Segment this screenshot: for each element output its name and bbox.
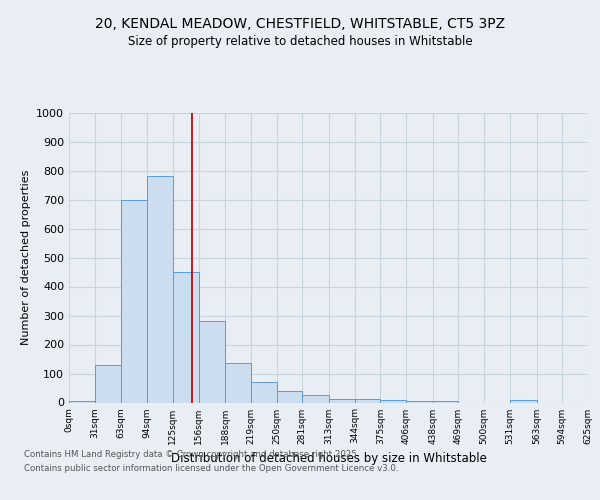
- Text: 20, KENDAL MEADOW, CHESTFIELD, WHITSTABLE, CT5 3PZ: 20, KENDAL MEADOW, CHESTFIELD, WHITSTABL…: [95, 18, 505, 32]
- Bar: [510, 400, 536, 402]
- X-axis label: Distribution of detached houses by size in Whitstable: Distribution of detached houses by size …: [170, 452, 487, 465]
- Bar: [173, 272, 199, 402]
- Bar: [69, 401, 95, 402]
- Bar: [251, 382, 277, 402]
- Y-axis label: Number of detached properties: Number of detached properties: [20, 170, 31, 345]
- Text: Size of property relative to detached houses in Whitstable: Size of property relative to detached ho…: [128, 35, 472, 48]
- Bar: [95, 365, 121, 403]
- Bar: [406, 401, 433, 402]
- Bar: [225, 364, 251, 403]
- Bar: [277, 391, 302, 402]
- Text: Contains public sector information licensed under the Open Government Licence v3: Contains public sector information licen…: [24, 464, 398, 473]
- Bar: [380, 400, 406, 402]
- Bar: [302, 395, 329, 402]
- Bar: [433, 401, 458, 402]
- Bar: [147, 176, 173, 402]
- Bar: [329, 399, 355, 402]
- Bar: [355, 399, 380, 402]
- Text: Contains HM Land Registry data © Crown copyright and database right 2025.: Contains HM Land Registry data © Crown c…: [24, 450, 359, 459]
- Bar: [199, 322, 225, 402]
- Bar: [121, 200, 147, 402]
